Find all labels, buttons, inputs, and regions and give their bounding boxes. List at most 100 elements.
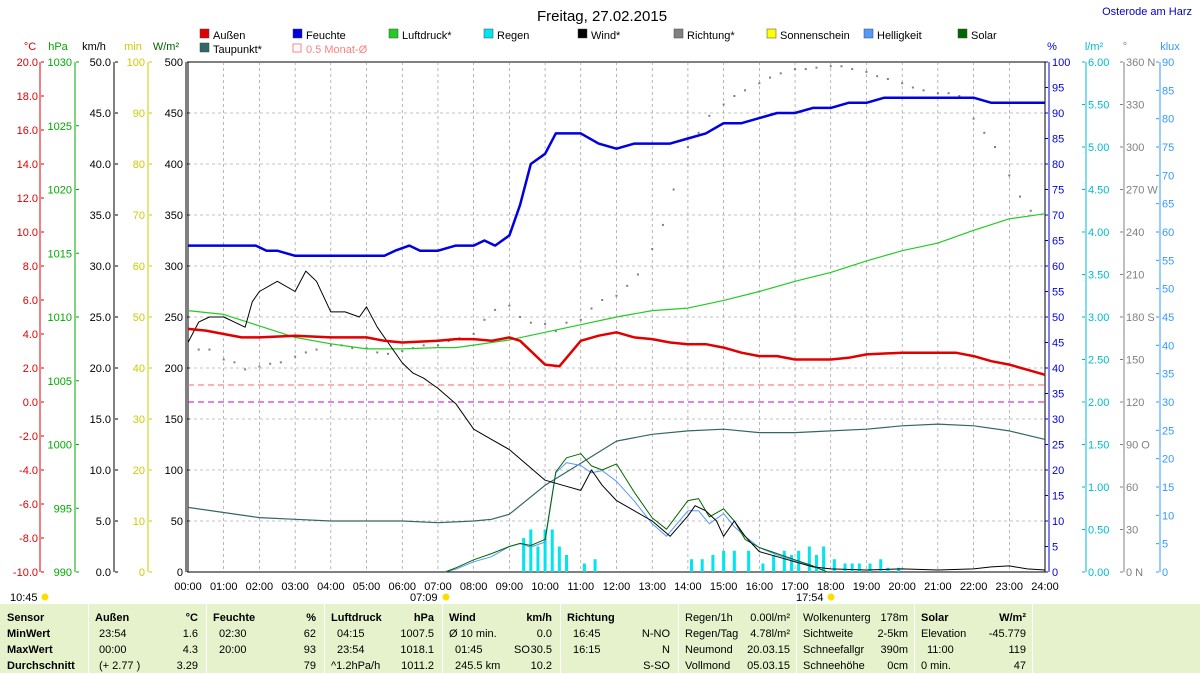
footer-aussen-trend: (+ 2.77 ) <box>99 660 141 672</box>
rain-bar <box>700 559 704 572</box>
tick-label: 2.50 <box>1088 355 1109 367</box>
unit-temp: °C <box>24 41 36 53</box>
x-tick-label: 18:00 <box>817 581 845 593</box>
tick-label: 10.0 <box>17 227 38 239</box>
series-feuchte <box>188 96 1045 258</box>
tick-label: 300 <box>165 261 183 273</box>
tick-label: 0 <box>139 567 145 579</box>
x-tick-label: 12:00 <box>603 581 631 593</box>
tick-label: 4.50 <box>1088 185 1109 197</box>
footer-feuchte-max: 93 <box>303 644 316 656</box>
x-tick-label: 05:00 <box>353 581 381 593</box>
rain-bar <box>565 555 569 572</box>
x-tick-label: 10:00 <box>531 581 559 593</box>
tick-label: 25.0 <box>90 312 111 324</box>
footer-solar-unit: W/m² <box>999 612 1026 624</box>
footer-richtung-max: N <box>662 644 670 656</box>
direction-dot <box>922 89 925 92</box>
direction-dot <box>294 355 297 358</box>
tick-label: 270 W <box>1126 185 1158 197</box>
direction-dot <box>697 131 700 134</box>
rain-bar <box>557 546 561 572</box>
direction-dot <box>386 352 389 355</box>
direction-dot <box>769 76 772 79</box>
unit-humidity: % <box>1047 41 1057 53</box>
legend-label: Sonnenschein <box>780 30 850 42</box>
tick-label: 180 S <box>1126 312 1155 324</box>
tick-label: 10 <box>133 516 145 528</box>
direction-dot <box>590 307 593 310</box>
tick-label: 15.0 <box>90 414 111 426</box>
tick-label: 1025 <box>48 121 72 133</box>
tick-label: 1030 <box>48 57 72 69</box>
footer-sicht: 2-5km <box>877 628 908 640</box>
direction-dot <box>1019 195 1022 198</box>
footer-schneefall: 390m <box>880 644 908 656</box>
series-taupunkt <box>187 423 1046 524</box>
direction-dot <box>401 350 404 352</box>
footer-richtung-avg: S-SO <box>643 660 670 672</box>
footer-schneefall-label: Schneefallgr <box>803 644 865 656</box>
legend: Außen Feuchte Luftdruck* Regen Wind* Richtung… <box>199 28 997 56</box>
tick-label: 5.0 <box>96 516 111 528</box>
direction-dot <box>958 95 961 97</box>
tick-label: 20.0 <box>90 363 111 375</box>
axis-temp: 20.0 18.0 16.0 14.0 12.0 10.0 8.0 6.0 4.0 2.0 0.0 -… <box>13 57 44 579</box>
footer-wolken: 178m <box>880 612 908 624</box>
tick-label: 6.00 <box>1088 57 1109 69</box>
footer-aussen-header: Außen <box>95 612 130 624</box>
tick-label: 0 <box>177 567 183 579</box>
tick-label: 1005 <box>48 376 72 388</box>
x-tick-label: 01:00 <box>210 581 238 593</box>
axis-humidity: 1009590858075706560555045403530252015105… <box>1045 57 1070 579</box>
series-luftdruck <box>187 213 1046 350</box>
footer-wind-unit: km/h <box>526 612 552 624</box>
footer-wind: Wind km/h Ø 10 min. 01:45 245.5 km SO 0.… <box>442 604 560 673</box>
direction-dot <box>447 340 450 343</box>
tick-label: 65 <box>1052 236 1064 248</box>
direction-dot <box>197 348 200 351</box>
tick-label: 60 <box>1052 261 1064 273</box>
footer-empty <box>1032 604 1200 673</box>
tick-label: 1.00 <box>1088 482 1109 494</box>
legend-swatch <box>957 28 968 39</box>
tick-label: 30 <box>133 414 145 426</box>
x-tick-label: 19:00 <box>853 581 881 593</box>
direction-dot <box>422 344 425 347</box>
footer-schneehoehe-label: Schneehöhe <box>803 660 865 672</box>
footer-richtung-min: N-NO <box>641 628 670 640</box>
rain-bar <box>689 559 693 572</box>
tick-label: 0 N <box>1126 567 1143 579</box>
series-line <box>187 213 1046 350</box>
tick-label: -6.0 <box>19 499 38 511</box>
direction-dot <box>779 72 782 75</box>
tick-label: 80 <box>1052 159 1064 171</box>
tick-label: 70 <box>1162 170 1174 182</box>
tick-label: 2.0 <box>23 363 38 375</box>
direction-dot <box>304 351 307 354</box>
direction-dot <box>886 78 889 80</box>
footer-feuchte-avg: 79 <box>303 660 316 672</box>
rain-bar <box>536 546 540 572</box>
sunset-icon <box>827 593 835 601</box>
footer-aussen-max-time: 00:00 <box>99 644 127 656</box>
tick-label: 16.0 <box>17 125 38 137</box>
rain-bar <box>832 559 836 572</box>
rain-bar <box>711 555 715 572</box>
footer-luftdruck-avg: 1011.2 <box>401 660 434 672</box>
direction-dot <box>829 65 832 68</box>
axis-rain: 6.00 5.50 5.00 4.50 4.00 3.50 3.00 2.50 2.00 1.50… <box>1082 57 1109 579</box>
tick-label: 200 <box>165 363 183 375</box>
series-helligkeit <box>444 462 828 573</box>
legend-label: Regen <box>497 30 529 42</box>
rain-bar <box>807 546 811 572</box>
axis-pressure: 1030 1025 1020 1015 1010 1005 1000 995 990 <box>48 57 79 579</box>
rain-bar <box>879 559 883 572</box>
tick-label: 330 <box>1126 100 1144 112</box>
rain-bar <box>732 550 736 572</box>
direction-dot <box>579 318 582 321</box>
tick-label: 60 <box>133 261 145 273</box>
tick-label: 5.00 <box>1088 142 1109 154</box>
location-label: Osterode am Harz <box>1102 6 1192 18</box>
footer-luftdruck: Luftdruck hPa 04:15 23:54 ^1.2hPa/h 1007… <box>324 604 442 673</box>
